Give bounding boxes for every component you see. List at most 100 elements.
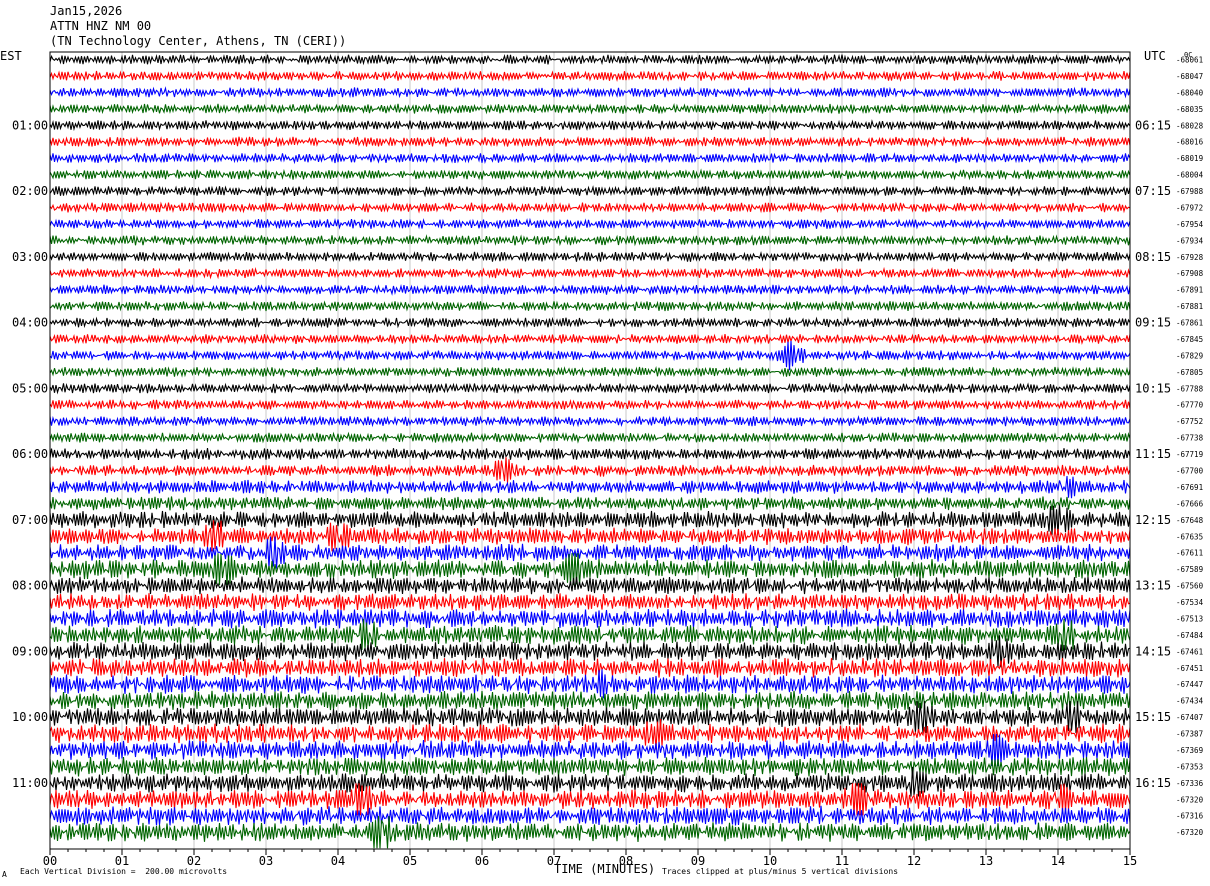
- trace-12: [49, 250, 1131, 263]
- x-axis-title: TIME (MINUTES): [554, 862, 656, 876]
- trace-offset-label: -68016: [1176, 138, 1204, 147]
- utc-hour-label: 08:15: [1135, 250, 1171, 264]
- trace-27: [49, 496, 1131, 511]
- trace-offset-label: -67954: [1176, 220, 1204, 229]
- trace-offset-label: -67320: [1176, 828, 1204, 837]
- trace-44: [49, 766, 1131, 797]
- trace-13: [49, 266, 1131, 280]
- station-location: (TN Technology Center, Athens, TN (CERI)…: [50, 34, 347, 48]
- trace-offset-label: -67336: [1176, 779, 1204, 788]
- est-hour-label: 07:00: [12, 513, 48, 527]
- trace-offset-label: -67320: [1176, 795, 1204, 804]
- trace-offset-label: -67770: [1176, 401, 1204, 410]
- est-hour-label: 09:00: [12, 644, 48, 658]
- trace-36: [49, 635, 1131, 668]
- trace-28: [49, 505, 1131, 536]
- utc-hour-label: 13:15: [1135, 579, 1171, 593]
- trace-18: [49, 340, 1131, 371]
- trace-offset-label: -67635: [1176, 532, 1203, 541]
- x-tick-label-15: 15: [1123, 854, 1137, 868]
- trace-offset-label: -67891: [1176, 286, 1203, 295]
- est-hour-label: 02:00: [12, 184, 48, 198]
- trace-38: [49, 669, 1131, 699]
- trace-offset-label: -67666: [1176, 499, 1204, 508]
- trace-39: [49, 690, 1131, 711]
- x-tick-label-08: 08: [619, 854, 633, 868]
- trace-2: [49, 86, 1131, 99]
- trace-25: [49, 457, 1131, 483]
- x-tick-label-05: 05: [403, 854, 417, 868]
- trace-6: [49, 152, 1131, 165]
- est-hour-labels: 01:00 02:00 03:00 04:00 05:00 06:00 07:00 08:00…: [12, 118, 48, 790]
- x-tick-label-06: 06: [475, 854, 489, 868]
- trace-17: [49, 333, 1131, 345]
- trace-offset-label: -67861: [1176, 319, 1203, 328]
- trace-5: [49, 135, 1131, 148]
- est-hour-label: 05:00: [12, 381, 48, 395]
- trace-35: [49, 618, 1131, 651]
- utc-hour-label: 09:15: [1135, 316, 1171, 330]
- top-right-tag: 0C: [1184, 51, 1192, 59]
- seismic-traces: [49, 53, 1131, 849]
- x-tick-label-11: 11: [835, 854, 849, 868]
- trace-47: [49, 816, 1131, 849]
- trace-offset-label: -67908: [1176, 269, 1204, 278]
- trace-offset-label: -67447: [1176, 680, 1203, 689]
- trace-offset-label: -67369: [1176, 746, 1203, 755]
- x-tick-label-09: 09: [691, 854, 705, 868]
- trace-24: [49, 447, 1131, 461]
- trace-offset-label: -68004: [1176, 171, 1204, 180]
- x-tick-label-14: 14: [1051, 854, 1065, 868]
- trace-offset-label: -68047: [1176, 72, 1203, 81]
- trace-offset-label: -67972: [1176, 203, 1203, 212]
- utc-hour-label: 11:15: [1135, 447, 1171, 461]
- utc-hour-label: 10:15: [1135, 381, 1171, 395]
- trace-19: [49, 365, 1131, 378]
- trace-offset-label: -67752: [1176, 417, 1203, 426]
- trace-21: [49, 398, 1131, 411]
- trace-offset-label: -67845: [1176, 335, 1203, 344]
- trace-offset-label: -67451: [1176, 664, 1203, 673]
- trace-offset-label: -67353: [1176, 762, 1203, 771]
- est-hour-label: 04:00: [12, 316, 48, 330]
- trace-offset-label: -67928: [1176, 253, 1204, 262]
- trace-34: [49, 608, 1131, 629]
- trace-16: [49, 316, 1131, 329]
- trace-37: [49, 657, 1131, 678]
- trace-offset-label: -67881: [1176, 302, 1203, 311]
- est-hour-label: 08:00: [12, 579, 48, 593]
- est-hour-label: 10:00: [12, 710, 48, 724]
- trace-30: [49, 536, 1131, 569]
- trace-offset-label: -67691: [1176, 483, 1203, 492]
- trace-offset-label: -67829: [1176, 351, 1203, 360]
- corner-mark: A: [2, 870, 7, 879]
- trace-offset-label: -67560: [1176, 582, 1204, 591]
- trace-29: [49, 520, 1131, 552]
- trace-3: [49, 102, 1131, 115]
- trace-offset-label: -67700: [1176, 467, 1204, 476]
- trace-offset-label: -67434: [1176, 697, 1204, 706]
- utc-zone-label: UTC: [1144, 49, 1166, 63]
- trace-offset-label: -67805: [1176, 368, 1203, 377]
- x-tick-label-02: 02: [187, 854, 201, 868]
- trace-10: [49, 217, 1131, 231]
- x-tick-label-03: 03: [259, 854, 273, 868]
- est-hour-label: 06:00: [12, 447, 48, 461]
- est-hour-label: 03:00: [12, 250, 48, 264]
- trace-offset-label: -68035: [1176, 105, 1203, 114]
- minute-ticks: 00 01 02 03 04 05 06 07 08 09 10 11 12 13 14 15: [43, 849, 1137, 868]
- utc-hour-label: 12:15: [1135, 513, 1171, 527]
- trace-8: [49, 184, 1131, 198]
- x-tick-label-00: 00: [43, 854, 57, 868]
- trace-offset-label: -67534: [1176, 598, 1204, 607]
- trace-0: [49, 53, 1131, 66]
- est-zone-label: EST: [0, 49, 22, 63]
- x-tick-label-01: 01: [115, 854, 129, 868]
- trace-offset-label: -68061: [1176, 56, 1203, 65]
- utc-hour-label: 07:15: [1135, 184, 1171, 198]
- trace-14: [49, 283, 1131, 296]
- trace-33: [49, 593, 1131, 611]
- trace-15: [49, 300, 1131, 312]
- trace-9: [49, 201, 1131, 214]
